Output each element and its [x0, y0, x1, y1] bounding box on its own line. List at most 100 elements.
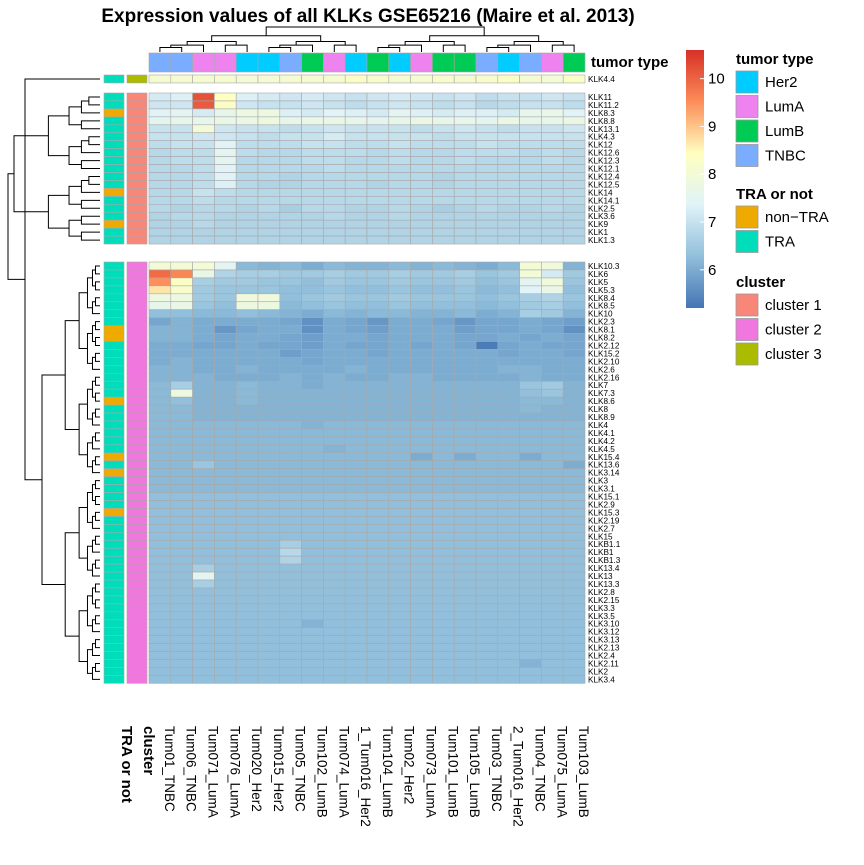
heatmap-cell-klk15-1-tum103-lumb	[562, 492, 586, 501]
cluster-annotation-klk12	[126, 140, 148, 149]
heatmap-cell-klk2-11-tum076-luma	[214, 659, 237, 668]
heatmap-cell-klk3-12-tum020-her2	[235, 627, 259, 636]
heatmap-cell-klk4-tum06-tnbc	[170, 420, 193, 430]
heatmap-cell-klk4-2-tum101-lumb	[432, 436, 455, 446]
heatmap-cell-klk2-4-tum075-luma	[541, 651, 564, 660]
heatmap-cell-klk8-tum104-lumb	[366, 404, 390, 414]
heatmap-cell-klk5-tum04-tnbc	[519, 277, 542, 287]
heatmap-cell-klk2-12-tum020-her2	[235, 341, 259, 350]
tumor-type-cell-tum05-tnbc	[279, 52, 302, 73]
heatmap-cell-klk2-19-tum104-lumb	[366, 516, 390, 525]
heatmap-cell-klk3-1-2-tum016-her2	[497, 484, 520, 493]
heatmap-cell-klk2-10-1-tum016-her2	[344, 357, 368, 366]
tra-annotation-klk2-16	[103, 372, 125, 382]
heatmap-cell-klk12-tum06-tnbc	[170, 140, 193, 149]
heatmap-cell-klk12-5-tum06-tnbc	[170, 180, 193, 189]
heatmap-cell-klk7-tum071-luma	[192, 380, 215, 390]
legend-tra-label-tra: TRA	[765, 234, 795, 251]
row-label-klk3-14: KLK3.14	[588, 469, 620, 478]
heatmap-cell-klk2-19-1-tum016-her2	[344, 516, 368, 525]
heatmap-cell-klk8-3-tum103-lumb	[562, 108, 586, 118]
cluster-annotation-klk1-3	[126, 235, 148, 245]
heatmap-cell-klk2-16-2-tum016-her2	[497, 372, 520, 382]
heatmap-cell-klk8-8-tum06-tnbc	[170, 116, 193, 126]
heatmap-cell-klk5-3-1-tum016-her2	[344, 285, 368, 295]
heatmap-cell-klk12-5-tum074-luma	[323, 180, 346, 189]
heatmap-cell-klk4-2-tum075-luma	[541, 436, 564, 446]
heatmap-cell-klk1-tum103-lumb	[562, 227, 586, 237]
heatmap-cell-klk12-1-tum06-tnbc	[170, 164, 193, 173]
heatmap-cell-klk12-6-tum102-lumb	[301, 148, 324, 157]
heatmap-cell-klk2-19-tum05-tnbc	[279, 516, 302, 525]
heatmap-cell-klk3-6-tum075-luma	[541, 211, 564, 221]
heatmap-cell-klk10-2-tum016-her2	[497, 309, 520, 318]
heatmap-cell-klkb1-1-tum104-lumb	[366, 539, 390, 549]
heatmap-cell-klk2-11-tum104-lumb	[366, 659, 390, 668]
tumor-type-cell-tum102-lumb	[301, 52, 324, 73]
heatmap-cell-klk2-13-tum104-lumb	[366, 643, 390, 652]
legend-tumor-type-swatch-tnbc	[735, 144, 759, 167]
heatmap-cell-klk3-5-tum073-luma	[410, 611, 433, 621]
heatmap-cell-klk15-3-tum076-luma	[214, 508, 237, 517]
cluster-annotation-klk9	[126, 219, 148, 229]
tra-annotation-klk2-10	[103, 357, 125, 366]
heatmap-cell-klk4-4-1-tum016-her2	[344, 74, 368, 84]
heatmap-cell-klk11-tum015-her2	[257, 92, 281, 102]
heatmap-cell-klk12-tum103-lumb	[562, 140, 586, 149]
heatmap-cell-klk2-15-tum01-tnbc	[148, 595, 172, 605]
heatmap-cell-klk2-12-tum015-her2	[257, 341, 281, 350]
heatmap-cell-klk5-tum105-lumb	[453, 277, 477, 287]
cluster-annotation-klk3	[126, 476, 148, 485]
heatmap-cell-klk2-4-tum105-lumb	[453, 651, 477, 660]
row-label-klk9: KLK9	[588, 220, 608, 229]
heatmap-cell-klk3-10-tum015-her2	[257, 619, 281, 628]
heatmap-cell-klk4-3-2-tum016-her2	[497, 132, 520, 141]
heatmap-cell-klk3-4-tum105-lumb	[453, 675, 477, 684]
heatmap-cell-klk2-10-tum071-luma	[192, 357, 215, 366]
heatmap-cell-klk14-tum05-tnbc	[279, 188, 302, 197]
heatmap-cell-klk15-2-tum02-her2	[388, 349, 411, 358]
heatmap-cell-klk2-9-tum020-her2	[235, 500, 259, 509]
heatmap-cell-klk2-19-tum073-luma	[410, 516, 433, 525]
heatmap-cell-klk3-6-tum015-her2	[257, 211, 281, 221]
heatmap-cell-klkb1-tum04-tnbc	[519, 547, 542, 557]
heatmap-cell-klk11-2-tum06-tnbc	[170, 100, 193, 110]
heatmap-cell-klk8-1-tum073-luma	[410, 325, 433, 334]
heatmap-cell-klk3-6-1-tum016-her2	[344, 211, 368, 221]
heatmap-cell-klk2-9-tum074-luma	[323, 500, 346, 509]
heatmap-cell-klk12-4-tum102-lumb	[301, 172, 324, 181]
heatmap-cell-klk2-10-tum02-her2	[388, 357, 411, 366]
heatmap-cell-klk3-6-tum104-lumb	[366, 211, 390, 221]
heatmap-cell-klkb1-3-1-tum016-her2	[344, 555, 368, 565]
heatmap-cell-klk2-5-tum105-lumb	[453, 204, 477, 213]
heatmap-cell-klk8-1-tum076-luma	[214, 325, 237, 334]
heatmap-cell-klk11-2-tum101-lumb	[432, 100, 455, 110]
heatmap-cell-klk2-tum03-tnbc	[475, 667, 499, 676]
heatmap-cell-klk8-6-tum020-her2	[235, 396, 259, 406]
heatmap-cell-klk3-14-tum05-tnbc	[279, 468, 302, 477]
cluster-annotation-klk2-6	[126, 365, 148, 374]
heatmap-cell-klk2-10-tum075-luma	[541, 357, 564, 366]
heatmap-cell-klk14-1-tum04-tnbc	[519, 196, 542, 205]
heatmap-cell-klk12-tum071-luma	[192, 140, 215, 149]
heatmap-cell-klk1-3-tum073-luma	[410, 235, 433, 245]
heatmap-cell-klk8-1-tum06-tnbc	[170, 325, 193, 334]
tra-annotation-klk15-1	[103, 492, 125, 501]
heatmap-cell-klk12-5-tum01-tnbc	[148, 180, 172, 189]
heatmap-cell-klk15-1-tum020-her2	[235, 492, 259, 501]
tra-annotation-klk5-3	[103, 285, 125, 295]
heatmap-cell-klk12-6-tum01-tnbc	[148, 148, 172, 157]
heatmap-cell-klk7-3-tum105-lumb	[453, 388, 477, 398]
row-label-klk2-9: KLK2.9	[588, 500, 615, 509]
heatmap-cell-klk7-3-tum020-her2	[235, 388, 259, 398]
heatmap-cell-klk12-3-tum04-tnbc	[519, 156, 542, 165]
heatmap-cell-klk1-3-tum01-tnbc	[148, 235, 172, 245]
heatmap-cell-klk12-1-tum105-lumb	[453, 164, 477, 173]
heatmap-cell-klk2-13-tum01-tnbc	[148, 643, 172, 652]
heatmap-cell-klk12-1-tum071-luma	[192, 164, 215, 173]
heatmap-cell-klk12-5-tum03-tnbc	[475, 180, 499, 189]
heatmap-cell-klk13-6-tum03-tnbc	[475, 460, 499, 469]
heatmap-cell-klk5-3-tum075-luma	[541, 285, 564, 295]
cluster-annotation-klk4-2	[126, 436, 148, 446]
heatmap-cell-klk8-9-tum05-tnbc	[279, 412, 302, 422]
